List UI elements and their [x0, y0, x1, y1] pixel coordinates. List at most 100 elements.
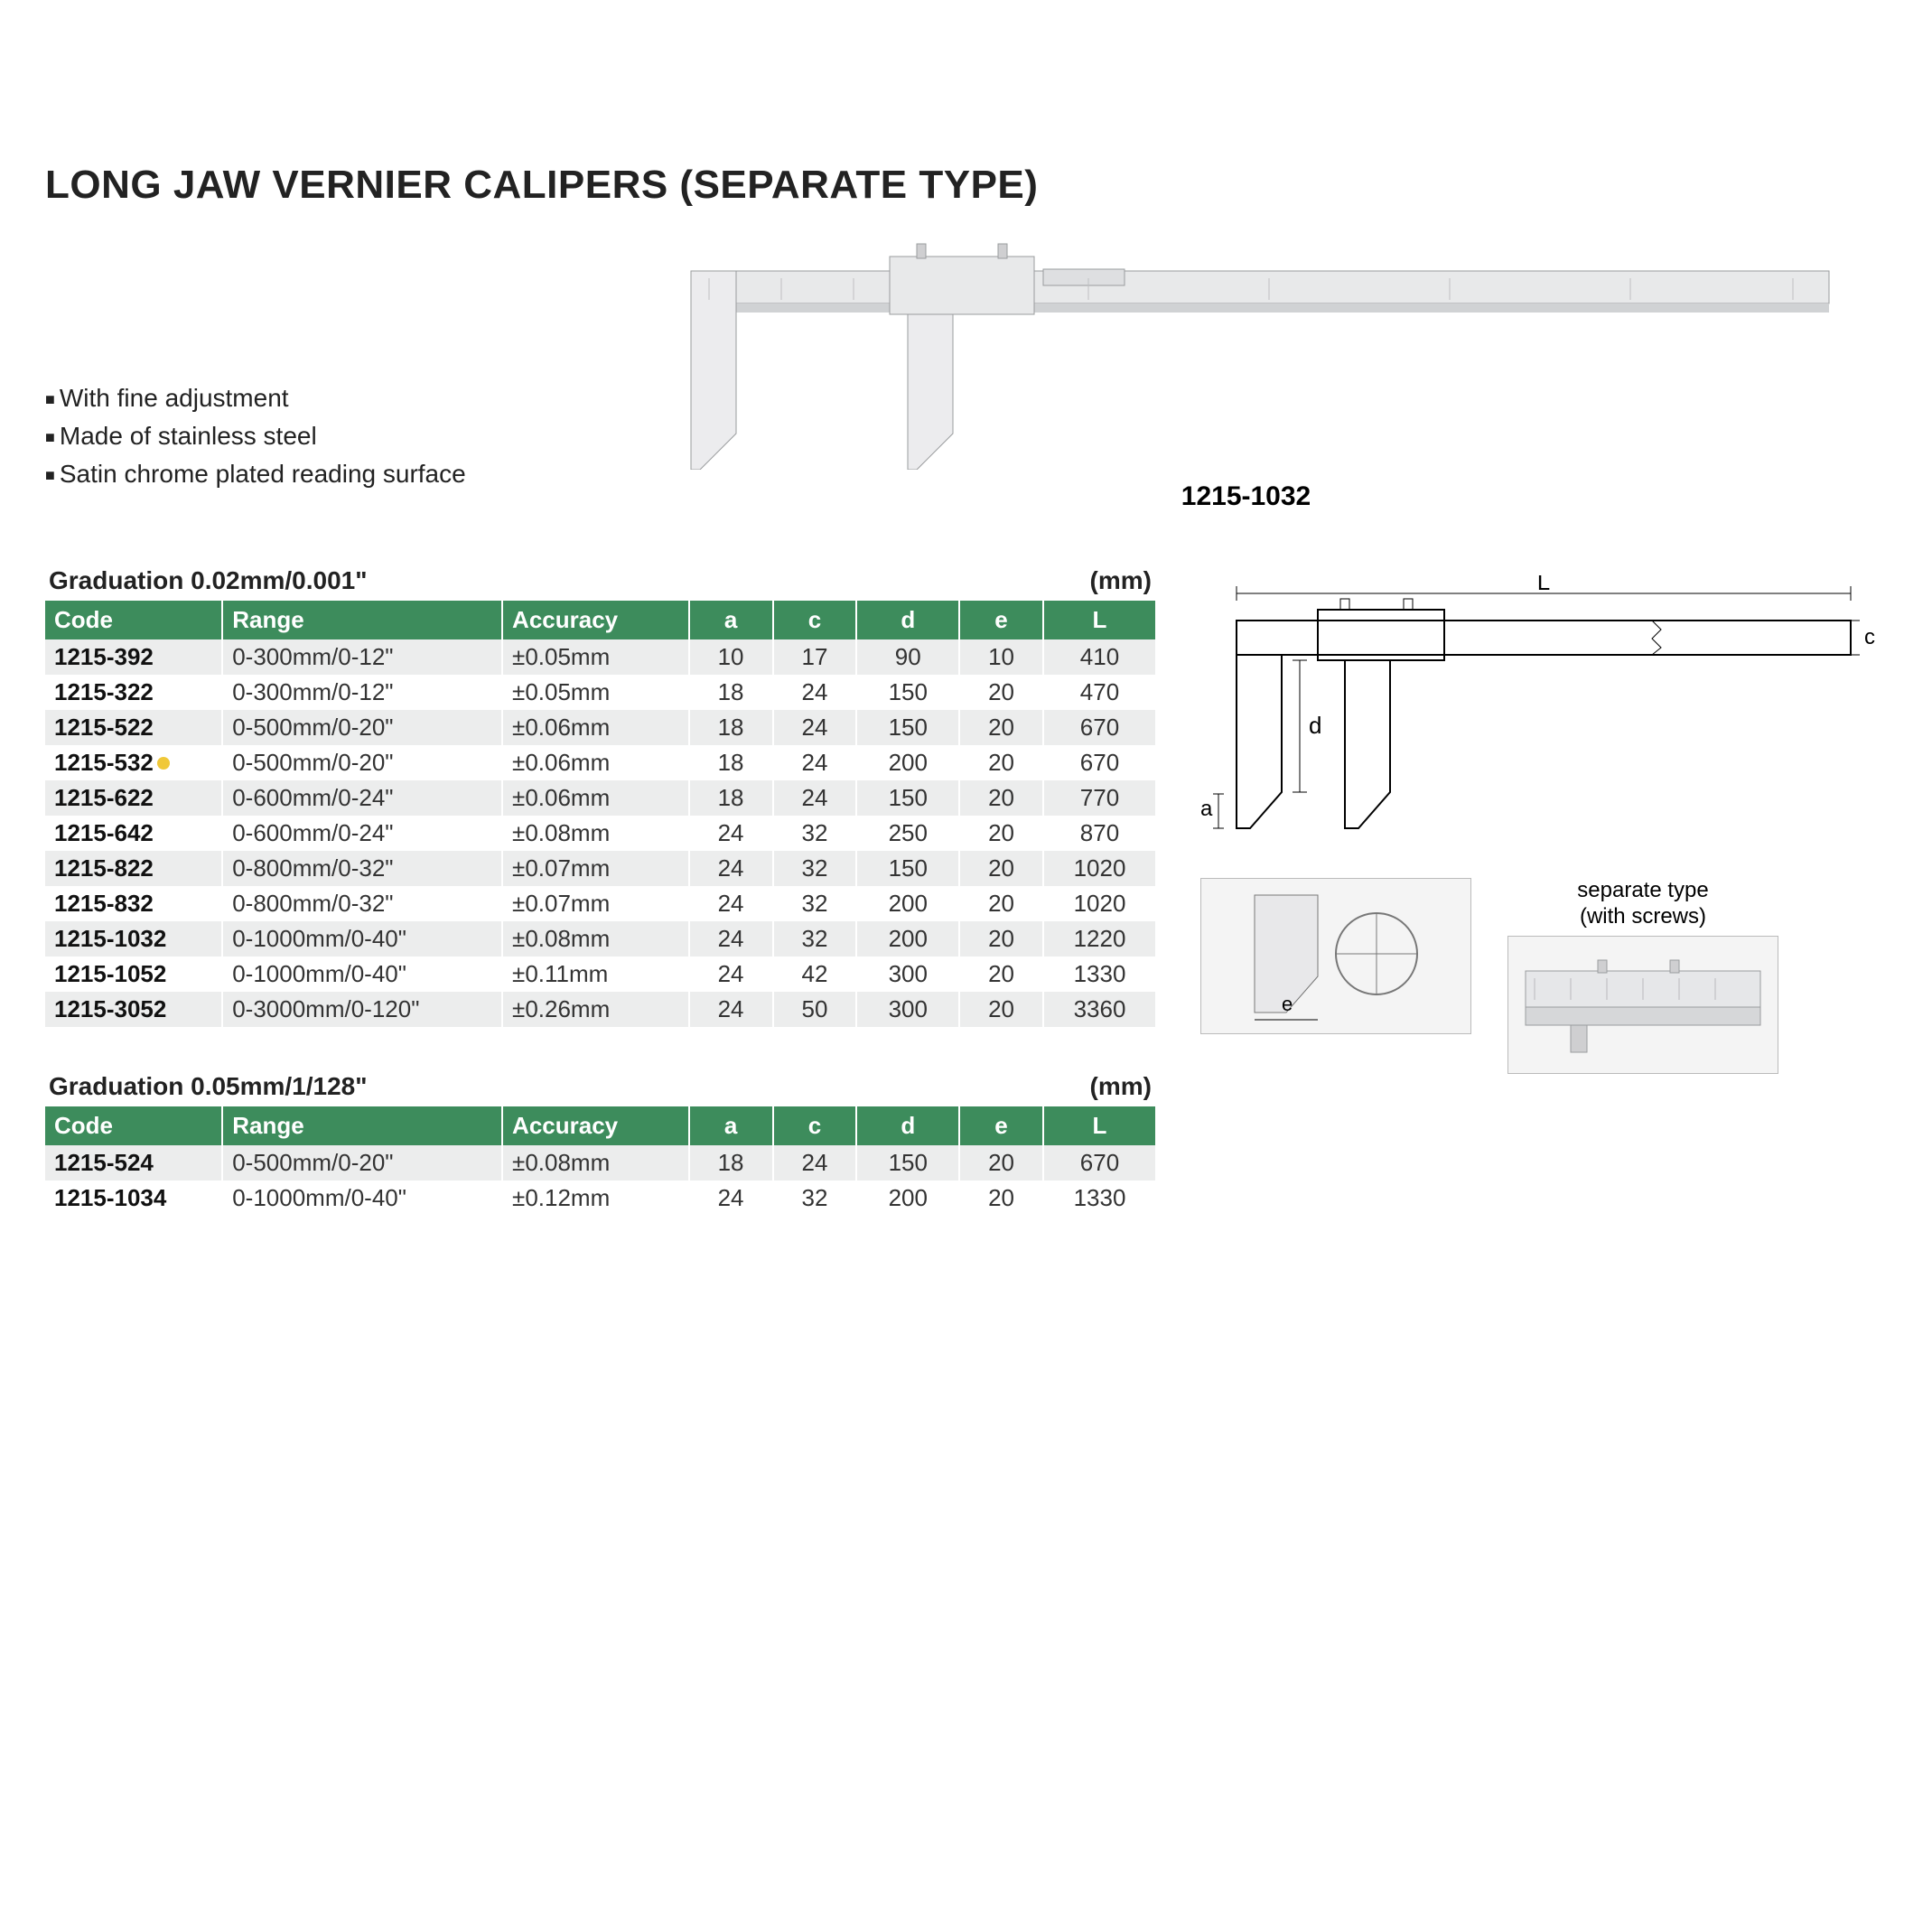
caliper-illustration: [637, 235, 1856, 470]
table-cell: 20: [959, 992, 1043, 1027]
feature-item: Satin chrome plated reading surface: [45, 455, 605, 493]
dim-label-a: a: [1200, 797, 1213, 821]
dim-label-e: e: [1282, 993, 1293, 1015]
table-cell: 1330: [1043, 957, 1155, 992]
table-cell: 18: [689, 745, 773, 780]
table-cell: 90: [856, 639, 959, 675]
table-cell: 1215-3052: [45, 992, 222, 1027]
table-row: 1215-5220-500mm/0-20"±0.06mm182415020670: [45, 710, 1155, 745]
table-cell: 20: [959, 851, 1043, 886]
table-cell: 24: [689, 851, 773, 886]
table-2-caption-left: Graduation 0.05mm/1/128": [49, 1072, 368, 1101]
table-cell: 1020: [1043, 851, 1155, 886]
table-cell: 42: [773, 957, 857, 992]
table-cell: 0-1000mm/0-40": [222, 1181, 502, 1216]
table-cell: 670: [1043, 745, 1155, 780]
thumb-jaw-tip: e: [1200, 878, 1471, 1034]
table-cell: 1215-832: [45, 886, 222, 921]
table-cell: 0-1000mm/0-40": [222, 957, 502, 992]
feature-item: With fine adjustment: [45, 379, 605, 417]
table-cell: 20: [959, 780, 1043, 816]
table-cell: ±0.05mm: [502, 675, 689, 710]
table-cell: ±0.08mm: [502, 816, 689, 851]
col-header: Code: [45, 601, 222, 639]
col-header: c: [773, 601, 857, 639]
feature-list: With fine adjustmentMade of stainless st…: [45, 235, 605, 493]
separate-type-icon: [1517, 944, 1769, 1061]
table-row: 1215-10340-1000mm/0-40"±0.12mm2432200201…: [45, 1181, 1155, 1216]
table-cell: 1215-322: [45, 675, 222, 710]
table-cell: 20: [959, 957, 1043, 992]
table-cell: 20: [959, 1181, 1043, 1216]
spec-table-1: CodeRangeAccuracyacdeL1215-3920-300mm/0-…: [45, 601, 1155, 1027]
table-cell: 1215-1034: [45, 1181, 222, 1216]
table-cell: 50: [773, 992, 857, 1027]
dim-label-c: c: [1864, 625, 1875, 649]
col-header: c: [773, 1106, 857, 1145]
table-cell: 0-600mm/0-24": [222, 816, 502, 851]
table-cell: 10: [959, 639, 1043, 675]
table-row: 1215-6220-600mm/0-24"±0.06mm182415020770: [45, 780, 1155, 816]
table-cell: 200: [856, 921, 959, 957]
table-cell: 32: [773, 851, 857, 886]
table-2-block: Graduation 0.05mm/1/128" (mm) CodeRangeA…: [45, 1072, 1155, 1216]
dim-label-d: d: [1309, 712, 1321, 739]
table-row: 1215-5240-500mm/0-20"±0.08mm182415020670: [45, 1145, 1155, 1181]
table-cell: ±0.06mm: [502, 745, 689, 780]
table-cell: 24: [773, 1145, 857, 1181]
table-cell: 670: [1043, 710, 1155, 745]
table-cell: 1215-524: [45, 1145, 222, 1181]
table-1-caption-right: (mm): [1090, 566, 1152, 595]
table-cell: 150: [856, 851, 959, 886]
table-cell: 24: [773, 745, 857, 780]
table-1-caption-left: Graduation 0.02mm/0.001": [49, 566, 368, 595]
hero-row: With fine adjustmentMade of stainless st…: [45, 235, 1887, 512]
table-cell: 10: [689, 639, 773, 675]
table-row: 1215-8320-800mm/0-32"±0.07mm243220020102…: [45, 886, 1155, 921]
table-row: 1215-6420-600mm/0-24"±0.08mm243225020870: [45, 816, 1155, 851]
table-cell: 32: [773, 921, 857, 957]
table-cell: 20: [959, 921, 1043, 957]
dim-label-L: L: [1537, 575, 1550, 595]
col-header: Range: [222, 1106, 502, 1145]
col-header: d: [856, 1106, 959, 1145]
table-cell: ±0.08mm: [502, 921, 689, 957]
table-cell: ±0.08mm: [502, 1145, 689, 1181]
table-cell: 24: [689, 957, 773, 992]
table-cell: 150: [856, 675, 959, 710]
table-cell: 17: [773, 639, 857, 675]
table-cell: 24: [773, 710, 857, 745]
table-cell: ±0.12mm: [502, 1181, 689, 1216]
table-cell: 20: [959, 886, 1043, 921]
col-header: Range: [222, 601, 502, 639]
table-cell: 300: [856, 957, 959, 992]
table-cell: 24: [773, 780, 857, 816]
table-cell: ±0.07mm: [502, 851, 689, 886]
table-cell: 670: [1043, 1145, 1155, 1181]
table-cell: 770: [1043, 780, 1155, 816]
dimension-diagram: L c d a: [1200, 575, 1887, 846]
table-cell: ±0.05mm: [502, 639, 689, 675]
table-row: 1215-10320-1000mm/0-40"±0.08mm2432200201…: [45, 921, 1155, 957]
col-header: L: [1043, 1106, 1155, 1145]
table-2-caption-right: (mm): [1090, 1072, 1152, 1101]
table-cell: 1215-532: [45, 745, 222, 780]
table-cell: 410: [1043, 639, 1155, 675]
diagram-column: L c d a: [1155, 566, 1887, 1074]
table-cell: 0-600mm/0-24": [222, 780, 502, 816]
table-cell: 20: [959, 745, 1043, 780]
col-header: a: [689, 601, 773, 639]
table-cell: 0-500mm/0-20": [222, 1145, 502, 1181]
table-cell: 24: [689, 921, 773, 957]
table-cell: ±0.11mm: [502, 957, 689, 992]
table-cell: 24: [689, 1181, 773, 1216]
table-cell: 18: [689, 675, 773, 710]
table-cell: 0-500mm/0-20": [222, 745, 502, 780]
table-cell: 32: [773, 816, 857, 851]
table-cell: 1215-522: [45, 710, 222, 745]
table-cell: 24: [773, 675, 857, 710]
table-cell: 0-3000mm/0-120": [222, 992, 502, 1027]
product-image: 1215-1032: [605, 235, 1887, 512]
col-header: a: [689, 1106, 773, 1145]
table-cell: 32: [773, 886, 857, 921]
